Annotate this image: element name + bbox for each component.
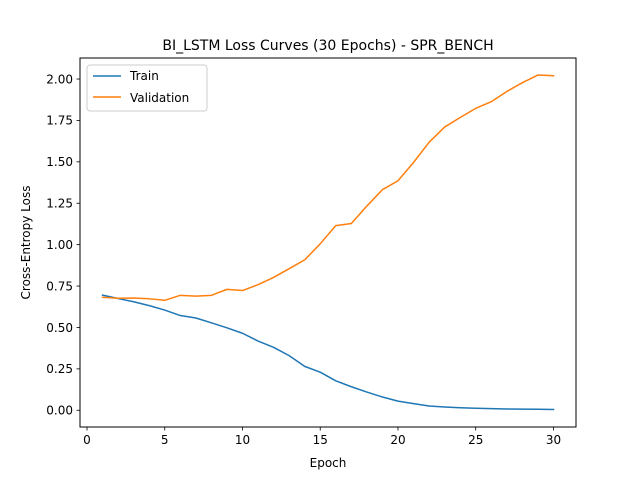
plot-frame [79,57,577,428]
y-tick-label: 1.00 [46,238,73,252]
x-tick-label: 5 [161,433,169,447]
legend-label-validation: Validation [130,91,189,105]
y-tick-label: 0.25 [46,362,73,376]
y-axis: 0.00 0.25 0.50 0.75 1.00 1.25 1.50 1.75 2.00 [46,72,80,418]
chart-title: BI_LSTM Loss Curves (30 Epochs) - SPR_BE… [162,38,493,54]
x-tick-label: 10 [235,433,250,447]
y-tick-label: 2.00 [46,72,73,86]
x-tick-label: 0 [83,433,91,447]
y-tick-label: 0.75 [46,279,73,293]
x-axis-label: Epoch [310,456,347,470]
y-tick-label: 1.50 [46,155,73,169]
series-line-train [101,294,555,411]
y-axis-label: Cross-Entropy Loss [19,186,33,300]
x-tick-label: 20 [390,433,405,447]
x-tick-label: 15 [313,433,328,447]
x-tick-label: 25 [468,433,483,447]
series-layer [101,74,555,411]
series-line-validation [101,74,555,302]
y-tick-label: 1.75 [46,114,73,128]
y-tick-label: 0.00 [46,404,73,418]
y-tick-label: 0.50 [46,321,73,335]
x-tick-label: 30 [546,433,561,447]
legend-label-train: Train [129,69,159,83]
x-axis: 0 5 10 15 20 25 30 [83,427,561,447]
legend: Train Validation [86,64,208,112]
y-tick-label: 1.25 [46,197,73,211]
